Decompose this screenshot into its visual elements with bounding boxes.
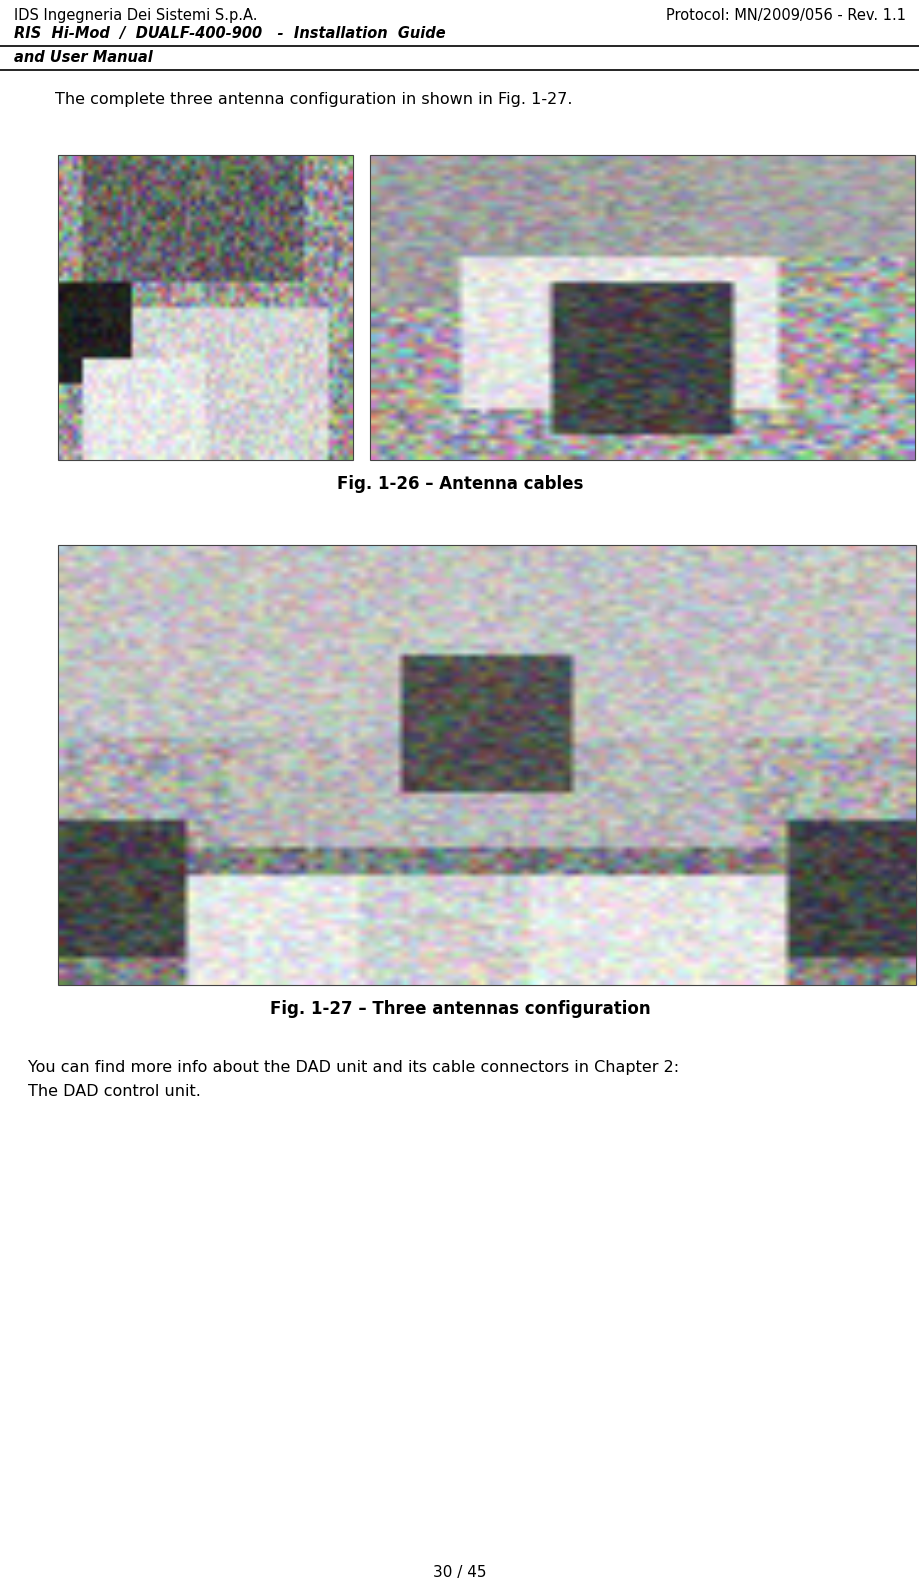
Text: The complete three antenna configuration in shown in Fig. 1-27.: The complete three antenna configuration… bbox=[55, 92, 572, 107]
Text: Fig. 1-26 – Antenna cables: Fig. 1-26 – Antenna cables bbox=[336, 476, 583, 493]
Text: 30 / 45: 30 / 45 bbox=[433, 1566, 486, 1580]
Text: Fig. 1-27 – Three antennas configuration: Fig. 1-27 – Three antennas configuration bbox=[269, 1001, 650, 1018]
Bar bbox=[58, 154, 353, 460]
Text: You can find more info about the DAD unit and its cable connectors in Chapter 2:: You can find more info about the DAD uni… bbox=[28, 1060, 678, 1076]
Text: Protocol: MN/2009/056 - Rev. 1.1: Protocol: MN/2009/056 - Rev. 1.1 bbox=[665, 8, 905, 22]
Text: The DAD control unit.: The DAD control unit. bbox=[28, 1083, 200, 1099]
Text: and User Manual: and User Manual bbox=[14, 49, 153, 65]
Text: IDS Ingegneria Dei Sistemi S.p.A.: IDS Ingegneria Dei Sistemi S.p.A. bbox=[14, 8, 257, 22]
Bar bbox=[369, 154, 914, 460]
Text: RIS  Hi-Mod  /  DUALF-400-900   -  Installation  Guide: RIS Hi-Mod / DUALF-400-900 - Installatio… bbox=[14, 25, 445, 41]
Bar bbox=[58, 546, 915, 985]
